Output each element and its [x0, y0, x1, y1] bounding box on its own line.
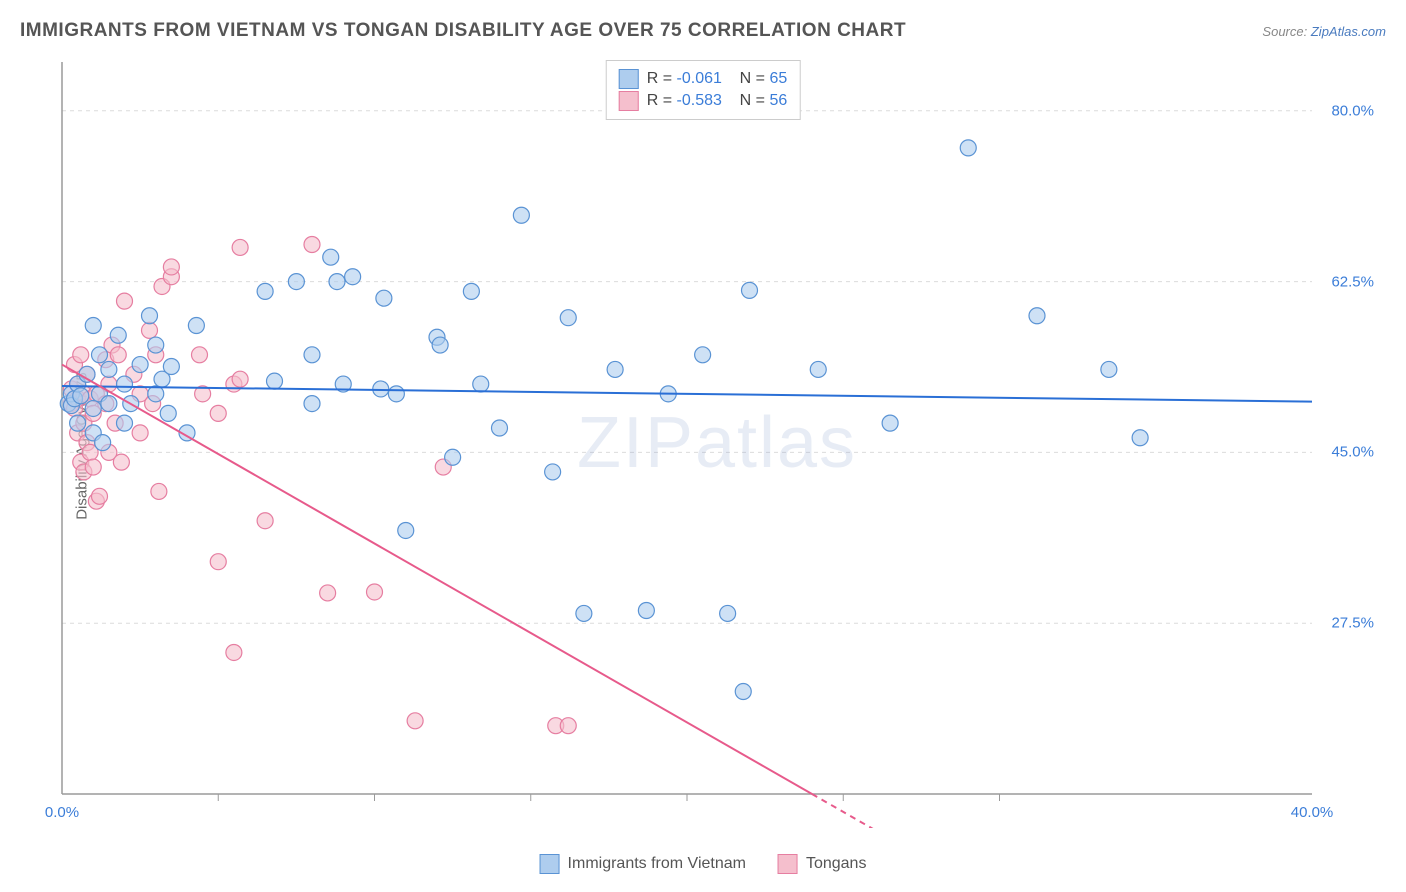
swatch-vietnam — [619, 69, 639, 89]
legend-text-tongan: R = -0.583 N = 56 — [647, 92, 788, 110]
y-tick-label: 62.5% — [1331, 273, 1374, 290]
source-line: Source: ZipAtlas.com — [1262, 24, 1386, 39]
swatch-vietnam-icon — [540, 854, 560, 874]
scatter-plot-svg — [52, 58, 1382, 828]
legend-item-tongan: Tongans — [778, 854, 867, 874]
legend-row-tongan: R = -0.583 N = 56 — [619, 91, 788, 111]
legend-series: Immigrants from Vietnam Tongans — [540, 854, 867, 874]
swatch-tongan-icon — [778, 854, 798, 874]
legend-text-vietnam: R = -0.061 N = 65 — [647, 70, 788, 88]
plot-area: ZIPatlas 27.5%45.0%62.5%80.0% 0.0%40.0% — [52, 58, 1382, 828]
y-tick-label: 45.0% — [1331, 444, 1374, 461]
legend-item-vietnam: Immigrants from Vietnam — [540, 854, 746, 874]
chart-title: IMMIGRANTS FROM VIETNAM VS TONGAN DISABI… — [20, 20, 906, 42]
legend-stats: R = -0.061 N = 65 R = -0.583 N = 56 — [606, 60, 801, 120]
swatch-tongan — [619, 91, 639, 111]
source-link[interactable]: ZipAtlas.com — [1311, 24, 1386, 39]
y-tick-label: 27.5% — [1331, 615, 1374, 632]
legend-label-tongan: Tongans — [806, 855, 867, 873]
y-tick-label: 80.0% — [1331, 102, 1374, 119]
x-tick-label: 0.0% — [45, 804, 79, 821]
legend-label-vietnam: Immigrants from Vietnam — [568, 855, 746, 873]
source-label: Source: — [1262, 24, 1307, 39]
x-tick-label: 40.0% — [1291, 804, 1334, 821]
legend-row-vietnam: R = -0.061 N = 65 — [619, 69, 788, 89]
